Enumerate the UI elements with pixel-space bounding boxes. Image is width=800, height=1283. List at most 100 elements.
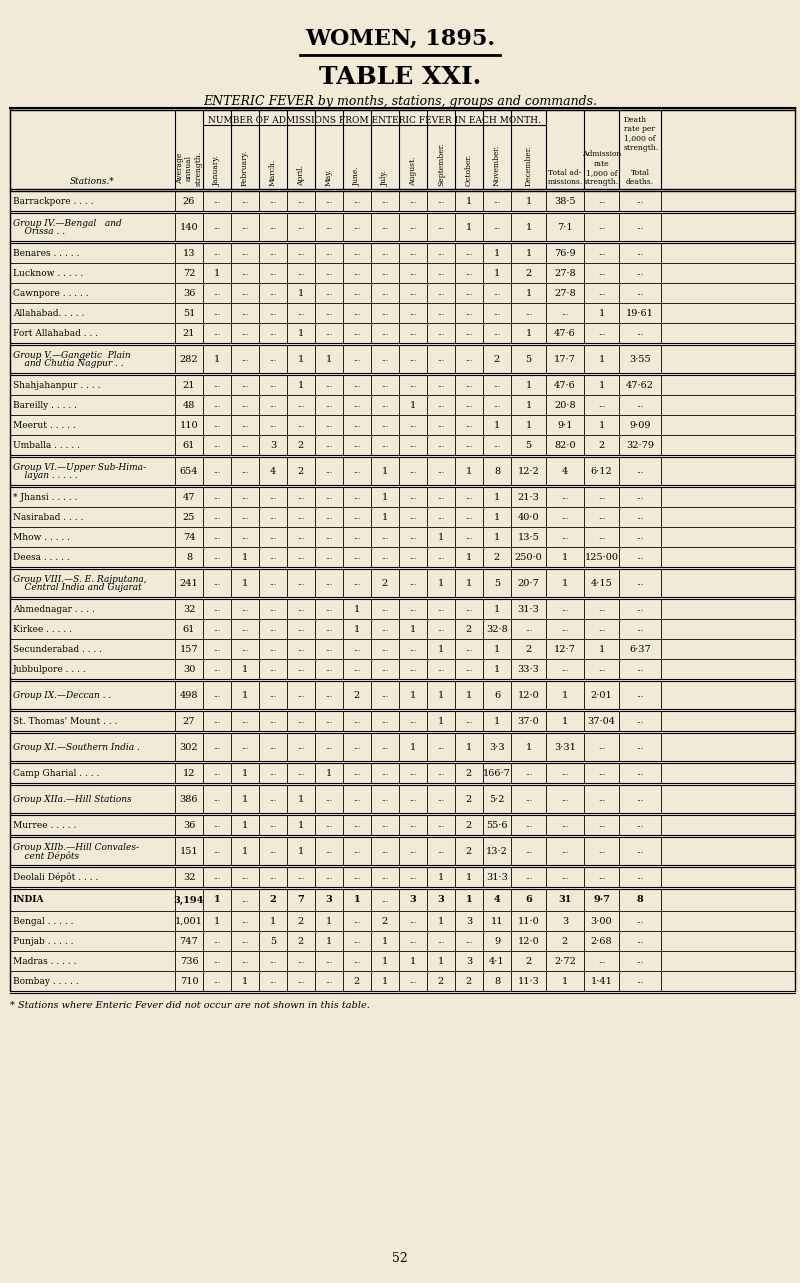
Text: 1: 1 xyxy=(438,532,444,541)
Text: 1: 1 xyxy=(562,690,568,699)
Text: ...: ... xyxy=(326,381,333,389)
Text: 36: 36 xyxy=(183,289,195,298)
Text: ...: ... xyxy=(354,957,361,965)
Text: ...: ... xyxy=(242,223,249,231)
Text: 654: 654 xyxy=(180,467,198,476)
Text: 1: 1 xyxy=(242,769,248,777)
Text: and Chutia Nagpur . .: and Chutia Nagpur . . xyxy=(13,359,124,368)
Text: ...: ... xyxy=(354,795,361,803)
Text: 2: 2 xyxy=(526,644,532,653)
Text: ...: ... xyxy=(494,198,501,205)
Text: ...: ... xyxy=(270,532,277,541)
Text: 12·2: 12·2 xyxy=(518,467,539,476)
Text: ...: ... xyxy=(438,421,445,429)
Text: ...: ... xyxy=(214,769,221,777)
Text: ...: ... xyxy=(382,847,389,854)
Text: ...: ... xyxy=(382,717,389,725)
Text: 3·00: 3·00 xyxy=(590,916,612,925)
Text: 1: 1 xyxy=(298,354,304,363)
Text: 1,001: 1,001 xyxy=(175,916,203,925)
Text: 1: 1 xyxy=(438,644,444,653)
Text: ...: ... xyxy=(637,976,643,985)
Text: ...: ... xyxy=(270,513,277,521)
Text: ...: ... xyxy=(410,821,417,829)
Text: 25: 25 xyxy=(183,512,195,521)
Text: ...: ... xyxy=(354,937,361,946)
Text: ...: ... xyxy=(410,606,417,613)
Text: ...: ... xyxy=(354,198,361,205)
Text: ...: ... xyxy=(525,309,532,317)
Text: 1: 1 xyxy=(598,308,605,317)
Text: 1: 1 xyxy=(466,579,472,588)
Text: 8: 8 xyxy=(186,553,192,562)
Text: ...: ... xyxy=(354,249,361,257)
Text: ...: ... xyxy=(382,872,389,881)
Text: ...: ... xyxy=(242,743,249,751)
Text: ...: ... xyxy=(637,821,643,829)
Text: ...: ... xyxy=(298,402,305,409)
Text: ...: ... xyxy=(637,769,643,777)
Text: ...: ... xyxy=(326,269,333,277)
Text: ...: ... xyxy=(466,249,473,257)
Text: ...: ... xyxy=(270,421,277,429)
Text: ...: ... xyxy=(382,769,389,777)
Text: NUMBER OF ADMISSIONS FROM ENTERIC FEVER IN EACH MONTH.: NUMBER OF ADMISSIONS FROM ENTERIC FEVER … xyxy=(208,115,541,124)
Text: ...: ... xyxy=(637,717,643,725)
Text: 1: 1 xyxy=(438,579,444,588)
Text: ...: ... xyxy=(214,249,221,257)
Text: 2: 2 xyxy=(298,467,304,476)
Text: 3: 3 xyxy=(466,916,472,925)
Text: ...: ... xyxy=(466,441,473,449)
Text: ...: ... xyxy=(242,441,249,449)
Text: 1: 1 xyxy=(598,644,605,653)
Text: 27·8: 27·8 xyxy=(554,289,576,298)
Text: ...: ... xyxy=(410,976,417,985)
Text: 9·7: 9·7 xyxy=(593,896,610,905)
Text: 1: 1 xyxy=(526,249,532,258)
Text: Umballa . . . . .: Umballa . . . . . xyxy=(13,440,80,449)
Text: ...: ... xyxy=(214,937,221,946)
Text: 36: 36 xyxy=(183,821,195,830)
Text: 1: 1 xyxy=(410,625,416,634)
Text: ...: ... xyxy=(242,493,249,500)
Text: ...: ... xyxy=(298,665,305,674)
Text: ...: ... xyxy=(438,665,445,674)
Text: 1: 1 xyxy=(410,957,416,966)
Text: 302: 302 xyxy=(180,743,198,752)
Text: 1: 1 xyxy=(494,716,500,725)
Text: ...: ... xyxy=(494,381,501,389)
Text: 1: 1 xyxy=(466,872,472,881)
Text: ...: ... xyxy=(562,769,569,777)
Text: Murree . . . . .: Murree . . . . . xyxy=(13,821,76,830)
Text: ...: ... xyxy=(562,532,569,541)
Text: 1: 1 xyxy=(466,896,472,905)
Text: ...: ... xyxy=(298,309,305,317)
Text: ...: ... xyxy=(637,467,643,475)
Text: ...: ... xyxy=(326,289,333,296)
Text: ...: ... xyxy=(326,402,333,409)
Text: ...: ... xyxy=(637,957,643,965)
Text: ...: ... xyxy=(466,606,473,613)
Text: ...: ... xyxy=(270,795,277,803)
Text: ...: ... xyxy=(270,309,277,317)
Text: ...: ... xyxy=(242,198,249,205)
Text: 3: 3 xyxy=(562,916,568,925)
Text: 2: 2 xyxy=(270,896,276,905)
Text: ...: ... xyxy=(298,692,305,699)
Text: ...: ... xyxy=(466,328,473,337)
Text: Jubbulpore . . . .: Jubbulpore . . . . xyxy=(13,665,86,674)
Text: 2: 2 xyxy=(494,553,500,562)
Text: 13: 13 xyxy=(182,249,195,258)
Text: 11·3: 11·3 xyxy=(518,976,539,985)
Text: ...: ... xyxy=(410,513,417,521)
Text: Death
rate per
1,000 of
strength.: Death rate per 1,000 of strength. xyxy=(624,115,659,151)
Text: 1: 1 xyxy=(326,937,332,946)
Text: 1: 1 xyxy=(382,976,388,985)
Text: ...: ... xyxy=(438,381,445,389)
Text: ...: ... xyxy=(466,309,473,317)
Text: ...: ... xyxy=(410,769,417,777)
Text: 20·8: 20·8 xyxy=(554,400,576,409)
Text: ...: ... xyxy=(382,355,389,363)
Text: ...: ... xyxy=(326,532,333,541)
Text: ...: ... xyxy=(214,743,221,751)
